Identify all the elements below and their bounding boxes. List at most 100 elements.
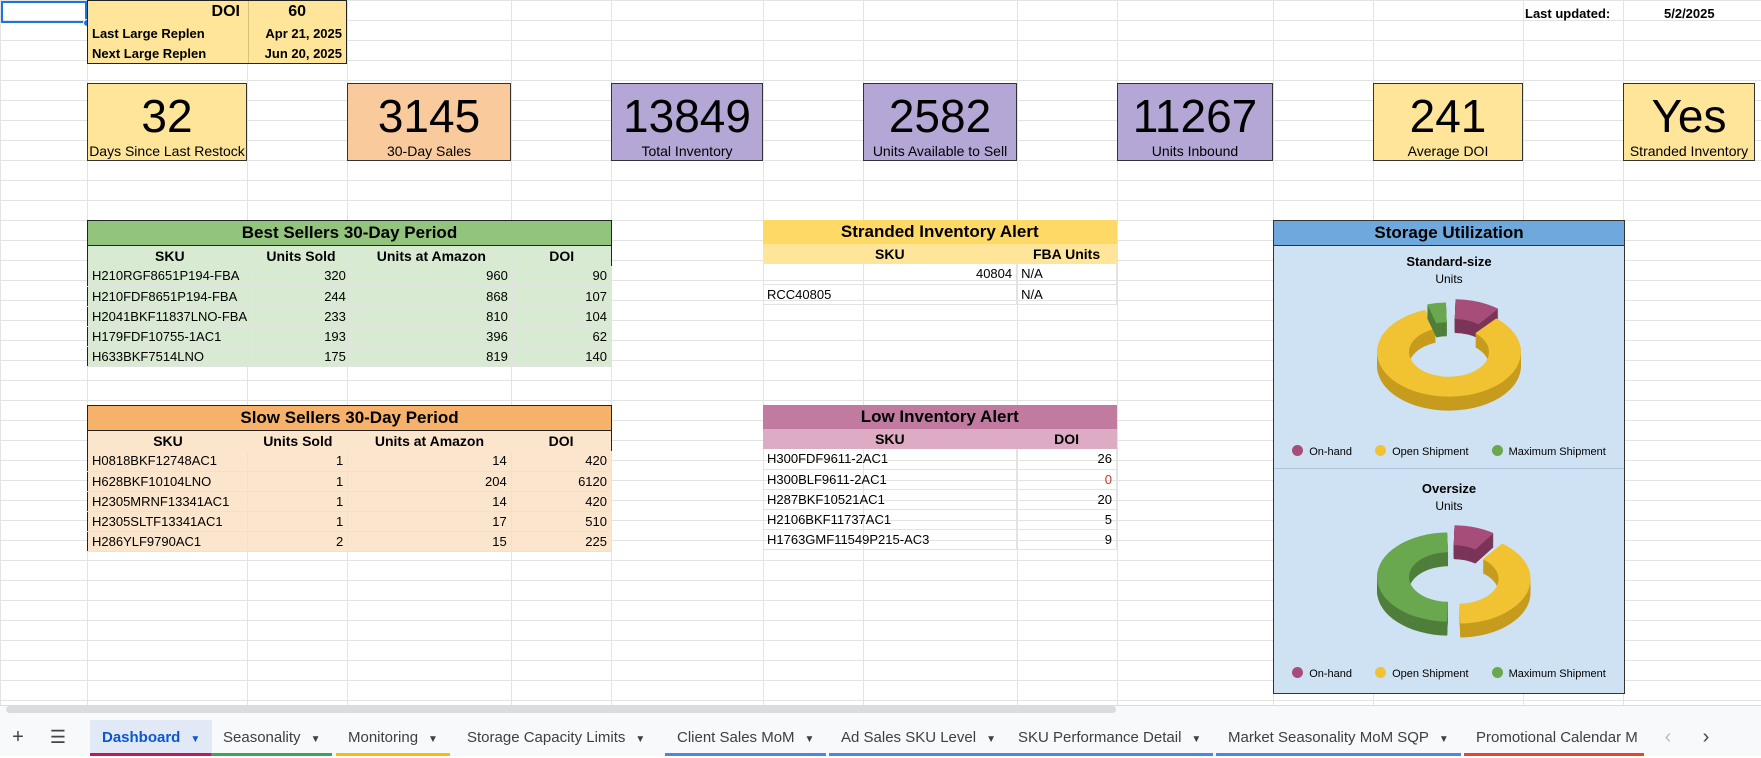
units-amazon-cell[interactable]: 17 xyxy=(347,511,512,532)
sku-cell[interactable]: H179FDF10755-1AC1 xyxy=(87,326,253,347)
sku-cell[interactable]: H0818BKF12748AC1 xyxy=(87,451,249,472)
chevron-down-icon[interactable]: ▼ xyxy=(428,734,438,745)
doi-cell[interactable]: 420 xyxy=(511,491,613,512)
tab-label: Dashboard xyxy=(102,729,181,746)
sku-cell[interactable]: H2041BKF11837LNO-FBA xyxy=(87,306,253,327)
chevron-down-icon[interactable]: ▼ xyxy=(1191,734,1202,745)
tab-market-seasonality-mom-sqp[interactable]: Market Seasonality MoM SQP ▼ xyxy=(1216,720,1461,756)
doi-cell[interactable]: 0 xyxy=(1016,469,1117,490)
units-amazon-cell[interactable]: 14 xyxy=(347,451,512,472)
chevron-down-icon[interactable]: ▼ xyxy=(635,734,646,745)
column-header: DOI xyxy=(549,248,575,264)
doi-cell[interactable]: 20 xyxy=(1016,489,1117,510)
units-amazon-cell[interactable]: 810 xyxy=(350,306,513,327)
sku-cell[interactable]: H286YLF9790AC1 xyxy=(87,531,249,552)
units-sold-cell[interactable]: 2 xyxy=(247,531,349,552)
doi-cell[interactable]: 62 xyxy=(512,326,613,347)
units-sold-cell[interactable]: 193 xyxy=(251,326,351,347)
sku-cell[interactable]: H287BKF10521AC1 xyxy=(763,489,1018,510)
units-sold-cell[interactable]: 244 xyxy=(251,286,351,307)
doi-cell[interactable]: 225 xyxy=(511,531,613,552)
tab-label: Monitoring xyxy=(348,729,419,746)
doi-cell[interactable]: 5 xyxy=(1016,509,1117,530)
units-amazon-cell[interactable]: 14 xyxy=(347,491,512,512)
units-sold-cell[interactable]: 1 xyxy=(247,491,349,512)
selected-cell[interactable] xyxy=(1,1,87,23)
sku-cell[interactable]: H2305SLTF13341AC1 xyxy=(87,511,249,532)
chevron-down-icon[interactable]: ▼ xyxy=(804,734,815,745)
tab-dashboard[interactable]: Dashboard ▼ xyxy=(90,720,213,756)
doi-cell[interactable]: 6120 xyxy=(511,471,613,492)
donut-slice-on-hand[interactable] xyxy=(1453,525,1494,564)
tab-storage-capacity-limits[interactable]: Storage Capacity Limits ▼ xyxy=(455,720,657,756)
doi-cell[interactable]: 140 xyxy=(512,346,613,367)
tab-monitoring[interactable]: Monitoring ▼ xyxy=(336,720,450,756)
tab-color-bar xyxy=(211,753,333,756)
sku-cell[interactable]: H210FDF8651P194-FBA xyxy=(87,286,253,307)
chevron-down-icon[interactable]: ▼ xyxy=(190,734,201,745)
units-amazon-cell[interactable]: 204 xyxy=(347,471,512,492)
kpi-days-since-restock: 32 Days Since Last Restock xyxy=(87,83,247,161)
table-row: H287BKF10521AC1 20 xyxy=(763,489,1117,510)
donut-slice-open-shipment[interactable] xyxy=(1377,309,1521,411)
units-sold-cell[interactable]: 175 xyxy=(251,346,351,367)
tab-color-bar xyxy=(90,753,213,756)
units-sold-cell[interactable]: 1 xyxy=(247,471,349,492)
tab-seasonality[interactable]: Seasonality ▼ xyxy=(211,720,333,756)
tab-client-sales-mom[interactable]: Client Sales MoM ▼ xyxy=(665,720,827,756)
donut-slice-maximum-shipment[interactable] xyxy=(1427,302,1447,338)
sku-cell[interactable]: H210RGF8651P194-FBA xyxy=(87,266,253,287)
donut-slice-open-shipment[interactable] xyxy=(1459,543,1531,638)
doi-cell[interactable]: 420 xyxy=(511,451,613,472)
chevron-left-icon[interactable]: ‹ xyxy=(1664,726,1672,748)
units-amazon-cell[interactable]: 819 xyxy=(350,346,513,367)
standard-size-chart[interactable]: Standard-size Units On-hand Open Shipmen… xyxy=(1274,246,1624,469)
kpi-label: Total Inventory xyxy=(641,143,733,159)
doi-cell[interactable]: 90 xyxy=(512,266,613,287)
plus-icon[interactable]: + xyxy=(12,726,24,748)
chevron-down-icon[interactable]: ▼ xyxy=(1438,734,1449,745)
sku-cell[interactable]: 40804 xyxy=(763,264,1018,285)
chevron-down-icon[interactable]: ▼ xyxy=(986,734,996,745)
doi-cell[interactable]: 26 xyxy=(1016,449,1117,470)
kpi-value: 32 xyxy=(141,90,193,142)
tab-sku-performance-detail[interactable]: SKU Performance Detail ▼ xyxy=(1006,720,1214,756)
tab-promotional-calendar[interactable]: Promotional Calendar M xyxy=(1464,720,1644,756)
units-amazon-cell[interactable]: 868 xyxy=(350,286,513,307)
sku-cell[interactable]: H628BKF10104LNO xyxy=(87,471,249,492)
units-amazon-cell[interactable]: 960 xyxy=(350,266,513,287)
donut-slice-maximum-shipment[interactable] xyxy=(1376,532,1449,636)
donut-slice-on-hand[interactable] xyxy=(1454,299,1499,339)
doi-cell[interactable]: 107 xyxy=(512,286,613,307)
sku-cell[interactable]: RCC40805 xyxy=(763,284,1018,305)
sku-cell[interactable]: H633BKF7514LNO xyxy=(87,346,253,367)
sku-cell[interactable]: H2106BKF11737AC1 xyxy=(763,509,1018,530)
tab-label: Market Seasonality MoM SQP xyxy=(1228,729,1429,746)
units-sold-cell[interactable]: 320 xyxy=(251,266,351,287)
fba-units-cell[interactable]: N/A xyxy=(1016,284,1117,305)
units-sold-cell[interactable]: 233 xyxy=(251,306,351,327)
horizontal-scrollbar[interactable] xyxy=(6,706,1116,713)
doi-cell[interactable]: 9 xyxy=(1016,529,1117,550)
slow-sellers-table: Slow Sellers 30-Day Period SKU Units Sol… xyxy=(87,405,613,552)
tab-ad-sales-sku-level[interactable]: Ad Sales SKU Level ▼ xyxy=(829,720,1008,756)
best-sellers-table: Best Sellers 30-Day Period SKU Units Sol… xyxy=(87,220,613,367)
chevron-right-icon[interactable]: › xyxy=(1702,726,1710,748)
fba-units-cell[interactable]: N/A xyxy=(1016,264,1117,285)
column-header: SKU xyxy=(875,431,905,447)
units-amazon-cell[interactable]: 396 xyxy=(350,326,513,347)
sku-cell[interactable]: H300FDF9611-2AC1 xyxy=(763,449,1018,470)
doi-cell[interactable]: 510 xyxy=(511,511,613,532)
tab-label: Ad Sales SKU Level xyxy=(841,729,977,746)
units-sold-cell[interactable]: 1 xyxy=(247,451,349,472)
doi-cell[interactable]: 104 xyxy=(512,306,613,327)
sku-cell[interactable]: H300BLF9611-2AC1 xyxy=(763,469,1018,490)
units-sold-cell[interactable]: 1 xyxy=(247,511,349,532)
sku-cell[interactable]: H1763GMF11549P215-AC3 xyxy=(763,529,1018,550)
sku-cell[interactable]: H2305MRNF13341AC1 xyxy=(87,491,249,512)
units-amazon-cell[interactable]: 15 xyxy=(347,531,512,552)
menu-icon[interactable]: ☰ xyxy=(49,727,67,747)
table-row: RCC40805 N/A xyxy=(763,284,1117,305)
oversize-chart[interactable]: Oversize Units On-hand Open Shipment Max… xyxy=(1274,469,1624,693)
chevron-down-icon[interactable]: ▼ xyxy=(310,734,321,745)
